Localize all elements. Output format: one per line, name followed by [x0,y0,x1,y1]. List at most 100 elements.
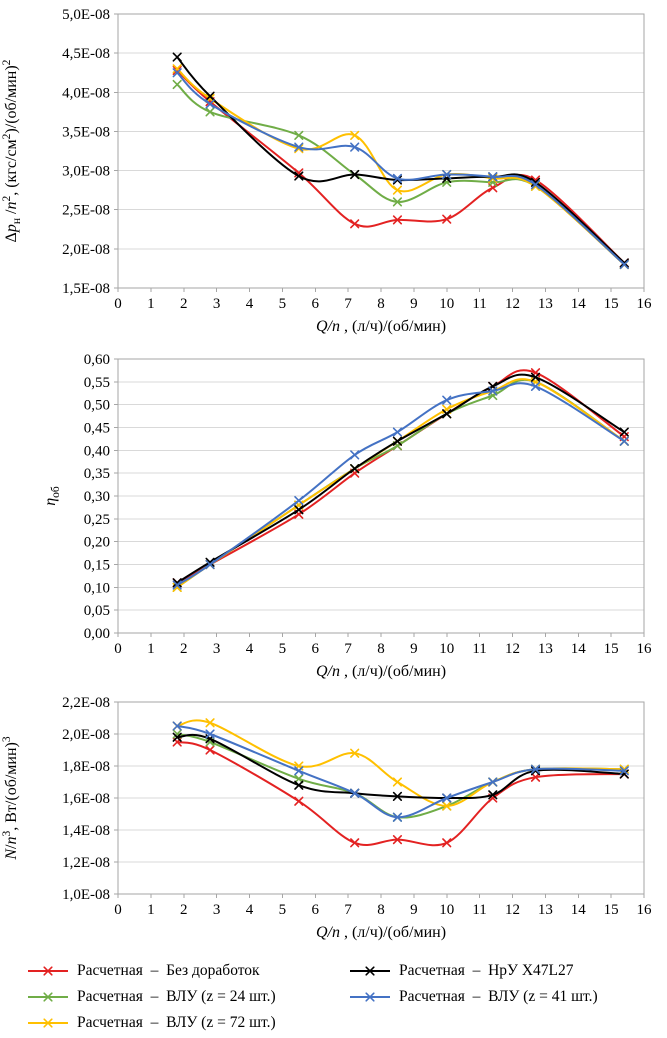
x-marker-icon [488,172,498,182]
x-marker-icon [350,142,360,152]
svg-text:7: 7 [344,641,352,657]
x-marker-icon [350,788,360,798]
svg-text:3: 3 [213,902,221,918]
x-marker-icon [172,721,182,731]
x-marker-icon [294,796,304,806]
legend-item-4: Расчетная – ВЛУ (z = 41 шт.) [348,984,667,1010]
svg-text:16: 16 [637,296,653,312]
x-marker-icon [442,801,452,811]
x-marker-icon [619,427,629,437]
legend-item-2: Расчетная – ВЛУ (z = 72 шт.) [26,1010,348,1036]
efficiency-chart-plot: 0,00 0,05 0,10 0,15 0,20 0,25 0,30 0,35 0,40 0,45… [42,352,652,680]
series-line [172,68,629,270]
x-marker-icon [392,436,403,446]
x-marker-icon [205,91,215,101]
gridlines [118,13,644,289]
svg-text:2: 2 [180,641,188,657]
x-marker-icon [172,65,182,75]
x-axis: 0 1 2 3 4 5 6 7 8 9 10 11 12 13 14 15 16 [114,288,652,312]
series-line [172,52,629,268]
legend-line-marker-icon [350,966,390,976]
svg-text:9: 9 [410,641,418,657]
svg-text:12: 12 [505,641,520,657]
svg-text:1,5E-08: 1,5E-08 [62,281,110,297]
svg-text:10: 10 [439,902,454,918]
x-marker-icon [350,464,360,474]
x-axis-title: Q/n , (л/ч)/(об/мин) [316,924,446,941]
svg-text:3,0E-08: 3,0E-08 [62,164,110,180]
svg-text:6: 6 [312,641,320,657]
x-marker-icon [43,966,53,976]
x-marker-icon [530,764,541,774]
svg-text:12: 12 [505,902,520,918]
svg-text:3,5E-08: 3,5E-08 [62,124,110,140]
x-marker-icon [488,777,498,787]
x-marker-icon [392,197,403,207]
x-axis: 0 1 2 3 4 5 6 7 8 9 10 11 12 13 14 15 16 [114,894,652,918]
svg-text:1,0E-08: 1,0E-08 [62,887,110,903]
x-marker-icon [619,766,629,776]
x-marker-icon [172,580,182,590]
svg-text:0,25: 0,25 [84,512,110,528]
svg-text:5: 5 [279,296,287,312]
svg-text:7: 7 [344,902,352,918]
svg-text:0,05: 0,05 [84,603,110,619]
svg-text:11: 11 [472,641,486,657]
svg-text:2,5E-08: 2,5E-08 [62,203,110,219]
svg-text:9: 9 [410,902,418,918]
legend-label: Расчетная – ВЛУ (z = 24 шт.) [77,988,276,1005]
x-marker-icon [350,130,360,140]
x-marker-icon [442,838,452,848]
x-marker-icon [172,578,182,588]
x-marker-icon [205,745,215,755]
x-marker-icon [43,1018,53,1028]
x-marker-icon [392,173,403,183]
svg-text:0,15: 0,15 [84,558,110,574]
x-marker-icon [392,215,403,225]
svg-text:0: 0 [114,902,122,918]
series-line [172,64,629,270]
svg-text:1,2E-08: 1,2E-08 [62,855,110,871]
svg-text:5: 5 [279,902,287,918]
svg-text:10: 10 [439,296,454,312]
plot-border [117,13,645,289]
pressure-chart-plot: 1,5E-08 2,0E-08 2,5E-08 3,0E-08 3,5E-08 4,0E-… [1,7,652,335]
svg-text:6: 6 [312,296,320,312]
svg-text:2,0E-08: 2,0E-08 [62,727,110,743]
svg-text:4,5E-08: 4,5E-08 [62,46,110,62]
x-marker-icon [619,258,629,268]
y-axis: 1,0E-08 1,2E-08 1,4E-08 1,6E-08 1,8E-08 2,0E-… [62,695,118,903]
x-marker-icon [392,835,403,845]
x-marker-icon [205,718,215,728]
legend-label: Расчетная – ВЛУ (z = 41 шт.) [399,988,598,1005]
svg-text:4: 4 [246,296,254,312]
svg-text:14: 14 [571,296,587,312]
y-axis: 0,00 0,05 0,10 0,15 0,20 0,25 0,30 0,35 0,40 0,45… [84,352,118,642]
svg-text:0,35: 0,35 [84,466,110,482]
x-marker-icon [530,372,541,382]
svg-text:1,4E-08: 1,4E-08 [62,823,110,839]
x-marker-icon [294,171,304,181]
svg-text:14: 14 [571,902,587,918]
x-marker-icon [442,409,452,419]
svg-text:11: 11 [472,296,486,312]
svg-text:0,55: 0,55 [84,375,110,391]
svg-text:Δpн /n2, (кгс/см2)/(об/мин)2: Δpн /n2, (кгс/см2)/(об/мин)2 [1,59,23,242]
series-line [172,372,629,588]
x-marker-icon [205,107,215,117]
svg-text:N/n3, Вт/(об/мин)3: N/n3, Вт/(об/мин)3 [1,736,20,861]
x-axis-title: Q/n , (л/ч)/(об/мин) [316,318,446,335]
legend-item-1: Расчетная – ВЛУ (z = 24 шт.) [26,984,348,1010]
svg-text:15: 15 [604,902,619,918]
svg-text:0: 0 [114,641,122,657]
svg-text:3: 3 [213,296,221,312]
x-marker-icon [294,495,304,506]
legend-line-marker-icon [28,1018,68,1028]
x-marker-icon [392,427,403,437]
svg-text:14: 14 [571,641,587,657]
legend-line-marker-icon [28,992,68,1002]
svg-text:0,50: 0,50 [84,398,110,414]
svg-text:3: 3 [213,641,221,657]
x-marker-icon [530,772,541,782]
